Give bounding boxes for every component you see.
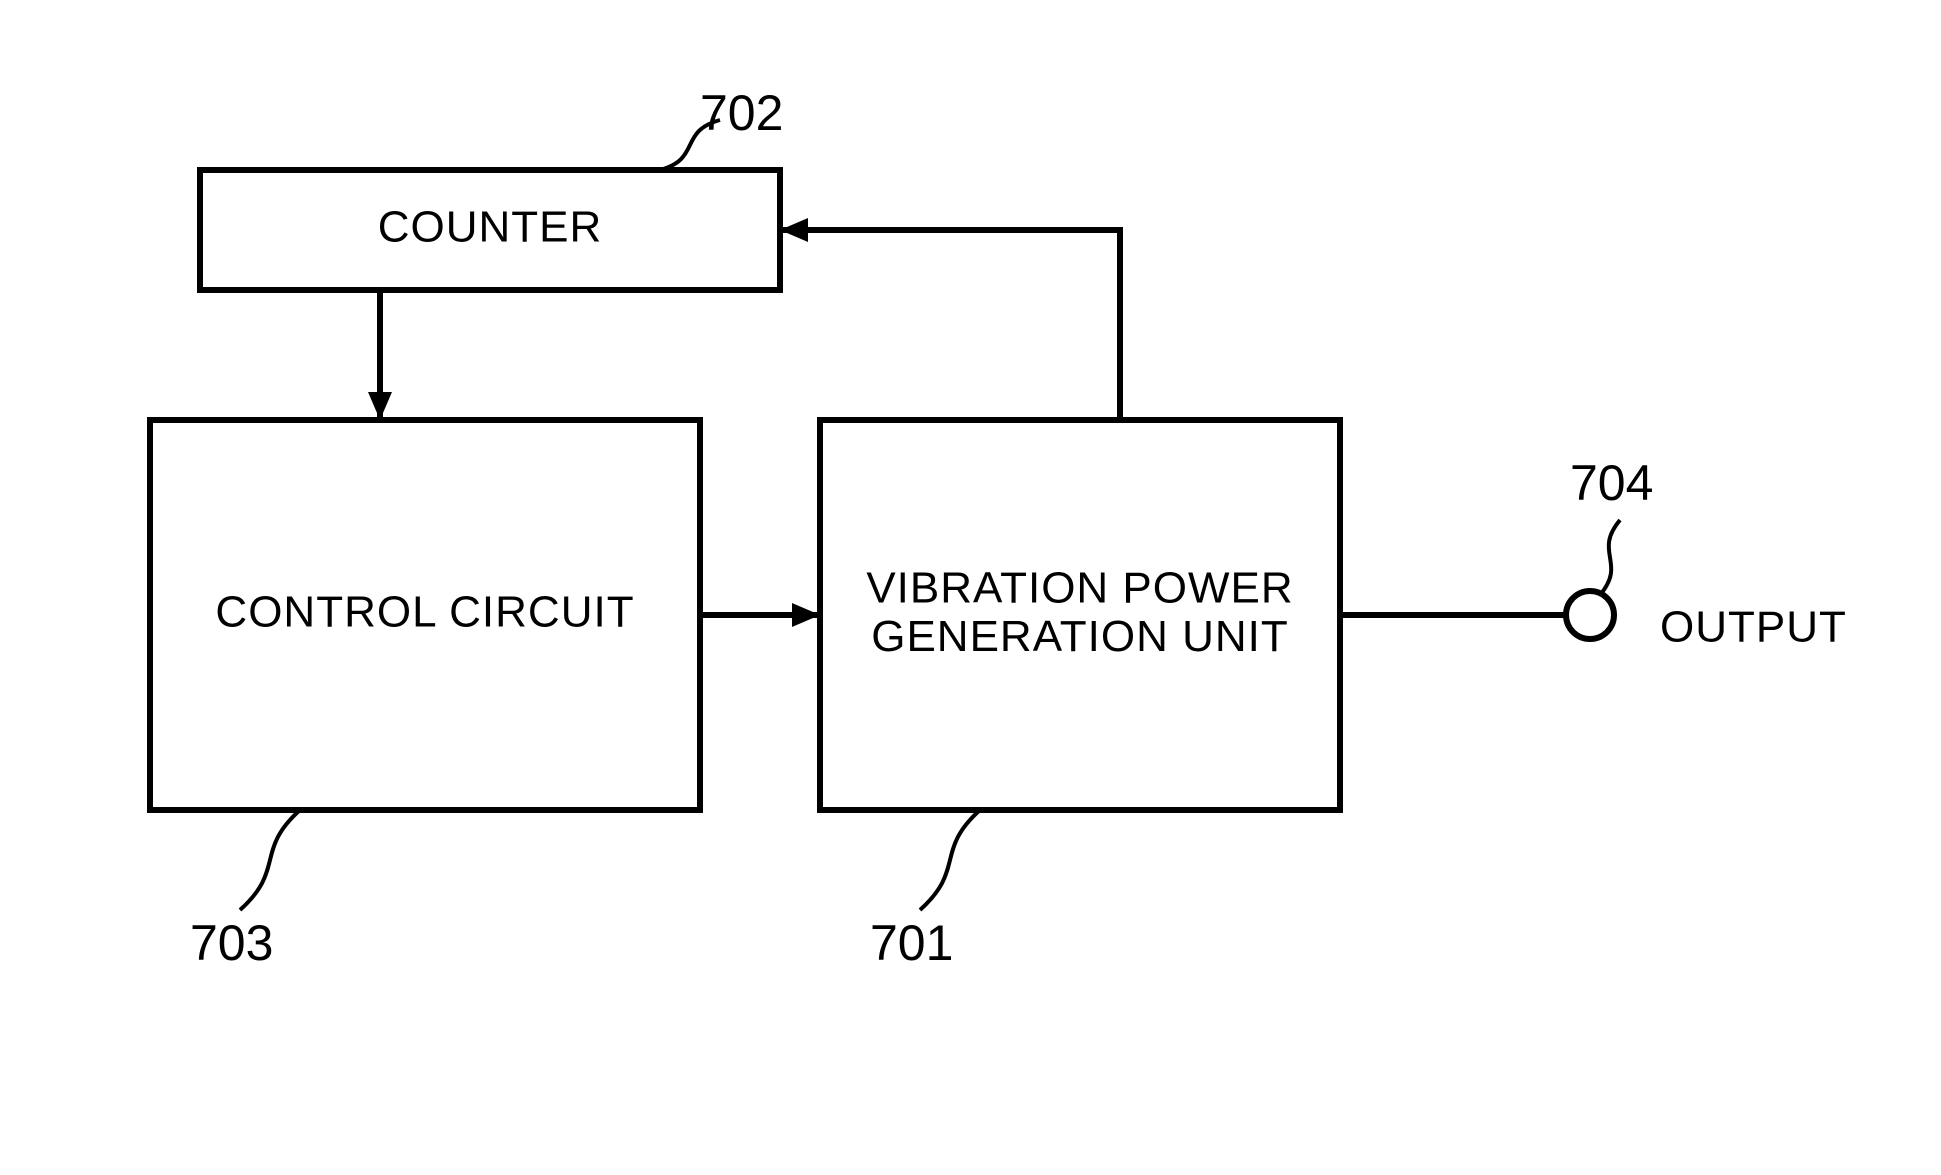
ref-704-text: 704 <box>1570 455 1653 511</box>
ref-702: 702 <box>660 85 783 170</box>
ref-702-text: 702 <box>700 85 783 141</box>
ref-703: 703 <box>190 810 300 971</box>
ref-701-text: 701 <box>870 915 953 971</box>
edge-counter-to-control <box>368 290 392 420</box>
edge-vpgu-to-counter <box>780 218 1120 420</box>
control-circuit-label: CONTROL CIRCUIT <box>215 588 634 637</box>
edge-control-to-vpgu <box>700 603 820 627</box>
ref-701: 701 <box>870 810 980 971</box>
output-label: OUTPUT <box>1660 603 1847 652</box>
vpgu-label-line2: GENERATION UNIT <box>871 612 1289 661</box>
ref-703-text: 703 <box>190 915 273 971</box>
vpgu-label-line1: VIBRATION POWER <box>866 563 1293 612</box>
ref-704: 704 <box>1570 455 1653 595</box>
counter-label: COUNTER <box>378 203 603 252</box>
output-node <box>1566 591 1614 639</box>
